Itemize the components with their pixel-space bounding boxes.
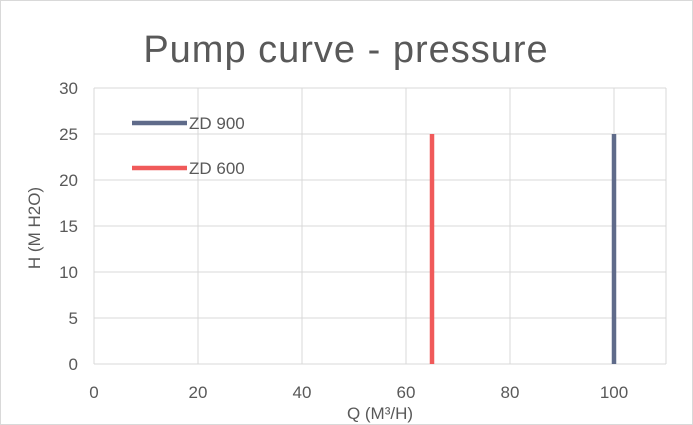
x-tick-label: 60 [397, 383, 416, 402]
y-tick-label: 10 [59, 263, 78, 282]
y-tick-label: 15 [59, 217, 78, 236]
x-tick-label: 40 [293, 383, 312, 402]
chart-title: Pump curve - pressure [143, 29, 548, 71]
y-tick-labels: 0 5 10 15 20 25 30 [59, 79, 78, 374]
x-tick-label: 80 [501, 383, 520, 402]
y-tick-label: 25 [59, 125, 78, 144]
y-tick-label: 5 [69, 309, 78, 328]
y-tick-label: 0 [69, 355, 78, 374]
x-tick-label: 20 [189, 383, 208, 402]
legend: ZD 900 ZD 600 [132, 114, 245, 178]
legend-label: ZD 900 [189, 114, 245, 133]
x-tick-label: 100 [600, 383, 628, 402]
y-tick-label: 20 [59, 171, 78, 190]
series-lines [429, 134, 617, 364]
legend-label: ZD 600 [189, 159, 245, 178]
y-axis-label: H (M H2O) [25, 187, 44, 269]
gridlines [93, 87, 667, 365]
y-tick-label: 30 [59, 79, 78, 98]
x-tick-labels: 0 20 40 60 80 100 [89, 383, 628, 402]
x-tick-label: 0 [89, 383, 98, 402]
x-axis-label: Q (M³/H) [347, 404, 413, 423]
